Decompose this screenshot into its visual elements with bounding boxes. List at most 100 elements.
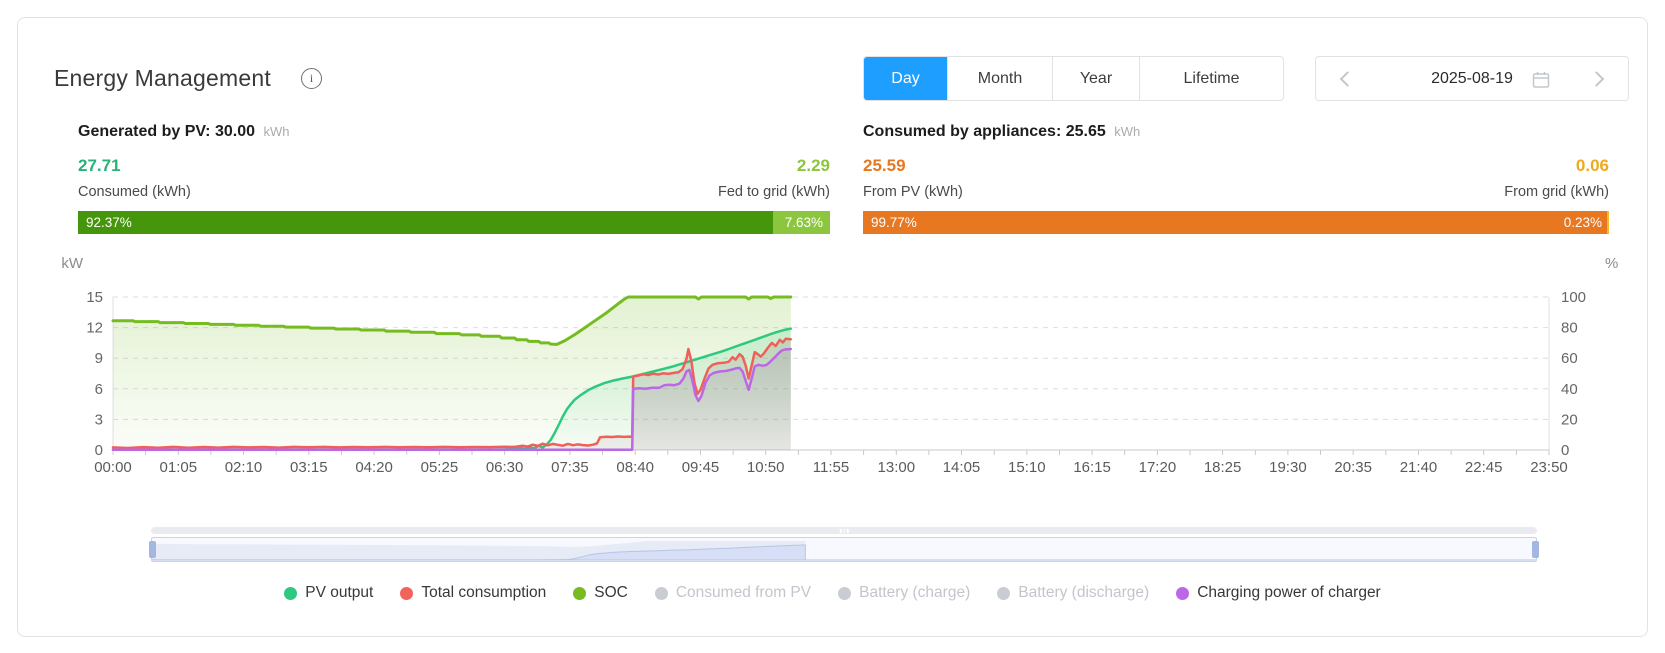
svg-text:0: 0 <box>95 442 103 459</box>
pv-fed-to-grid-value: 2.29 <box>796 156 830 175</box>
svg-text:04:20: 04:20 <box>355 459 393 476</box>
svg-text:01:05: 01:05 <box>160 459 198 476</box>
appliance-consumption-title: Consumed by appliances: 25.65 kWh <box>863 123 1141 140</box>
pv-consumed-label: Consumed (kWh) <box>78 184 191 200</box>
load-ratio-bar-pv-segment: 99.77% <box>863 211 1608 234</box>
load-from-pv-value: 25.59 <box>863 156 906 175</box>
svg-text:09:45: 09:45 <box>682 459 720 476</box>
pv-ratio-bar: 92.37% 7.63% <box>78 211 830 234</box>
series-line-total-consumption <box>111 337 793 450</box>
mini-soc-profile <box>152 541 1536 560</box>
svg-text:15: 15 <box>86 289 103 306</box>
page-title: Energy Management <box>54 65 271 91</box>
load-ratio-bar-grid-segment <box>1607 211 1609 234</box>
tab-year[interactable]: Year <box>1052 57 1139 100</box>
load-from-pv-label: From PV (kWh) <box>863 184 963 200</box>
legend-dot-icon <box>1176 586 1190 600</box>
data-zoom-slider[interactable] <box>149 537 1539 562</box>
legend-item-soc[interactable]: SOC <box>573 584 628 602</box>
load-from-grid-value: 0.06 <box>1575 156 1609 175</box>
legend-dot-icon <box>997 586 1011 600</box>
unit-label: kWh <box>1114 124 1141 139</box>
svg-text:02:10: 02:10 <box>225 459 263 476</box>
y-axis-left-unit: kW <box>61 255 84 272</box>
load-ratio-bar-right-percent: 0.23% <box>1563 215 1602 230</box>
legend-label: SOC <box>594 584 628 601</box>
series-line-soc <box>111 295 793 346</box>
svg-text:16:15: 16:15 <box>1073 459 1111 476</box>
horizontal-scrollbar[interactable] <box>151 527 1537 534</box>
svg-text:08:40: 08:40 <box>616 459 654 476</box>
legend-dot-icon <box>838 586 852 600</box>
legend-dot-icon <box>573 586 587 600</box>
svg-text:100: 100 <box>1561 289 1586 306</box>
load-from-grid-label: From grid (kWh) <box>1504 184 1609 200</box>
legend-item-charging-power-of-charger[interactable]: Charging power of charger <box>1176 584 1381 602</box>
unit-label: kWh <box>263 124 290 139</box>
y-axis-left-labels: 0 3 6 9 12 15 <box>86 289 103 459</box>
svg-text:19:30: 19:30 <box>1269 459 1307 476</box>
svg-text:05:25: 05:25 <box>421 459 459 476</box>
svg-text:11:55: 11:55 <box>813 459 849 476</box>
svg-text:0: 0 <box>1561 442 1569 459</box>
y-axis-right-labels: 0 20 40 60 80 100 <box>1561 289 1586 459</box>
svg-text:14:05: 14:05 <box>943 459 981 476</box>
pv-consumed-value: 27.71 <box>78 156 121 175</box>
period-tabs: Day Month Year Lifetime <box>863 56 1284 101</box>
svg-text:21:40: 21:40 <box>1400 459 1438 476</box>
tab-month[interactable]: Month <box>947 57 1052 100</box>
pv-fed-to-grid-label: Fed to grid (kWh) <box>718 184 830 200</box>
svg-text:17:20: 17:20 <box>1139 459 1177 476</box>
legend-item-battery-discharge[interactable]: Battery (discharge) <box>997 584 1149 602</box>
data-zoom-handle-right[interactable] <box>1532 541 1539 558</box>
tab-lifetime[interactable]: Lifetime <box>1139 57 1283 100</box>
svg-text:06:30: 06:30 <box>486 459 524 476</box>
chart-legend: PV output Total consumption SOC Consumed fr… <box>18 584 1647 602</box>
svg-text:80: 80 <box>1561 320 1578 337</box>
svg-text:07:35: 07:35 <box>551 459 589 476</box>
svg-text:20:35: 20:35 <box>1334 459 1372 476</box>
svg-text:13:00: 13:00 <box>878 459 916 476</box>
legend-dot-icon <box>284 586 298 600</box>
pv-ratio-bar-right-percent: 7.63% <box>784 215 823 230</box>
pv-ratio-bar-consumed-segment: 92.37% <box>78 211 773 234</box>
pv-generation-title: Generated by PV: 30.00 kWh <box>78 123 290 140</box>
legend-label: Charging power of charger <box>1197 584 1381 601</box>
legend-label: Consumed from PV <box>675 584 812 601</box>
svg-text:23:50: 23:50 <box>1530 459 1568 476</box>
y-axis-right-unit: % <box>1605 255 1618 272</box>
tab-day[interactable]: Day <box>864 57 947 100</box>
date-picker-value[interactable]: 2025-08-19 <box>1431 69 1513 87</box>
svg-text:9: 9 <box>95 350 103 367</box>
calendar-icon[interactable] <box>1532 71 1550 94</box>
energy-chart[interactable]: 00:00 01:05 02:10 03:15 04:20 05:25 06:30 07:35… <box>31 251 1631 486</box>
svg-text:22:45: 22:45 <box>1465 459 1503 476</box>
pv-ratio-bar-fed-segment <box>772 211 830 234</box>
legend-dot-icon <box>654 586 668 600</box>
legend-label: Battery (charge) <box>859 584 971 601</box>
svg-text:15:10: 15:10 <box>1008 459 1046 476</box>
appliance-consumption-stat: Consumed by appliances: 25.65 kWh 25.59 … <box>863 123 1609 234</box>
legend-dot-icon <box>400 586 414 600</box>
legend-item-battery-charge[interactable]: Battery (charge) <box>838 584 970 602</box>
svg-text:3: 3 <box>95 411 103 428</box>
legend-item-total-consumption[interactable]: Total consumption <box>400 584 546 602</box>
svg-text:12: 12 <box>86 320 103 337</box>
load-ratio-bar: 99.77% 0.23% <box>863 211 1609 234</box>
svg-text:10:50: 10:50 <box>747 459 785 476</box>
date-navigator: 2025-08-19 <box>1315 56 1629 101</box>
svg-text:6: 6 <box>95 381 103 398</box>
legend-item-consumed-from-pv[interactable]: Consumed from PV <box>654 584 812 602</box>
pv-generation-stat: Generated by PV: 30.00 kWh 27.71 2.29 Co… <box>78 123 830 234</box>
legend-label: PV output <box>305 584 374 601</box>
legend-label: Battery (discharge) <box>1018 584 1150 601</box>
info-icon[interactable]: i <box>301 68 322 89</box>
svg-text:18:25: 18:25 <box>1204 459 1242 476</box>
scrollbar-grip-icon[interactable] <box>839 528 849 533</box>
legend-item-pv-output[interactable]: PV output <box>284 584 373 602</box>
series-line-charging-power-of-charger <box>111 347 793 452</box>
energy-management-card: Energy Management i Day Month Year Lifet… <box>17 17 1648 637</box>
svg-text:40: 40 <box>1561 381 1578 398</box>
data-zoom-handle-left[interactable] <box>149 541 156 558</box>
